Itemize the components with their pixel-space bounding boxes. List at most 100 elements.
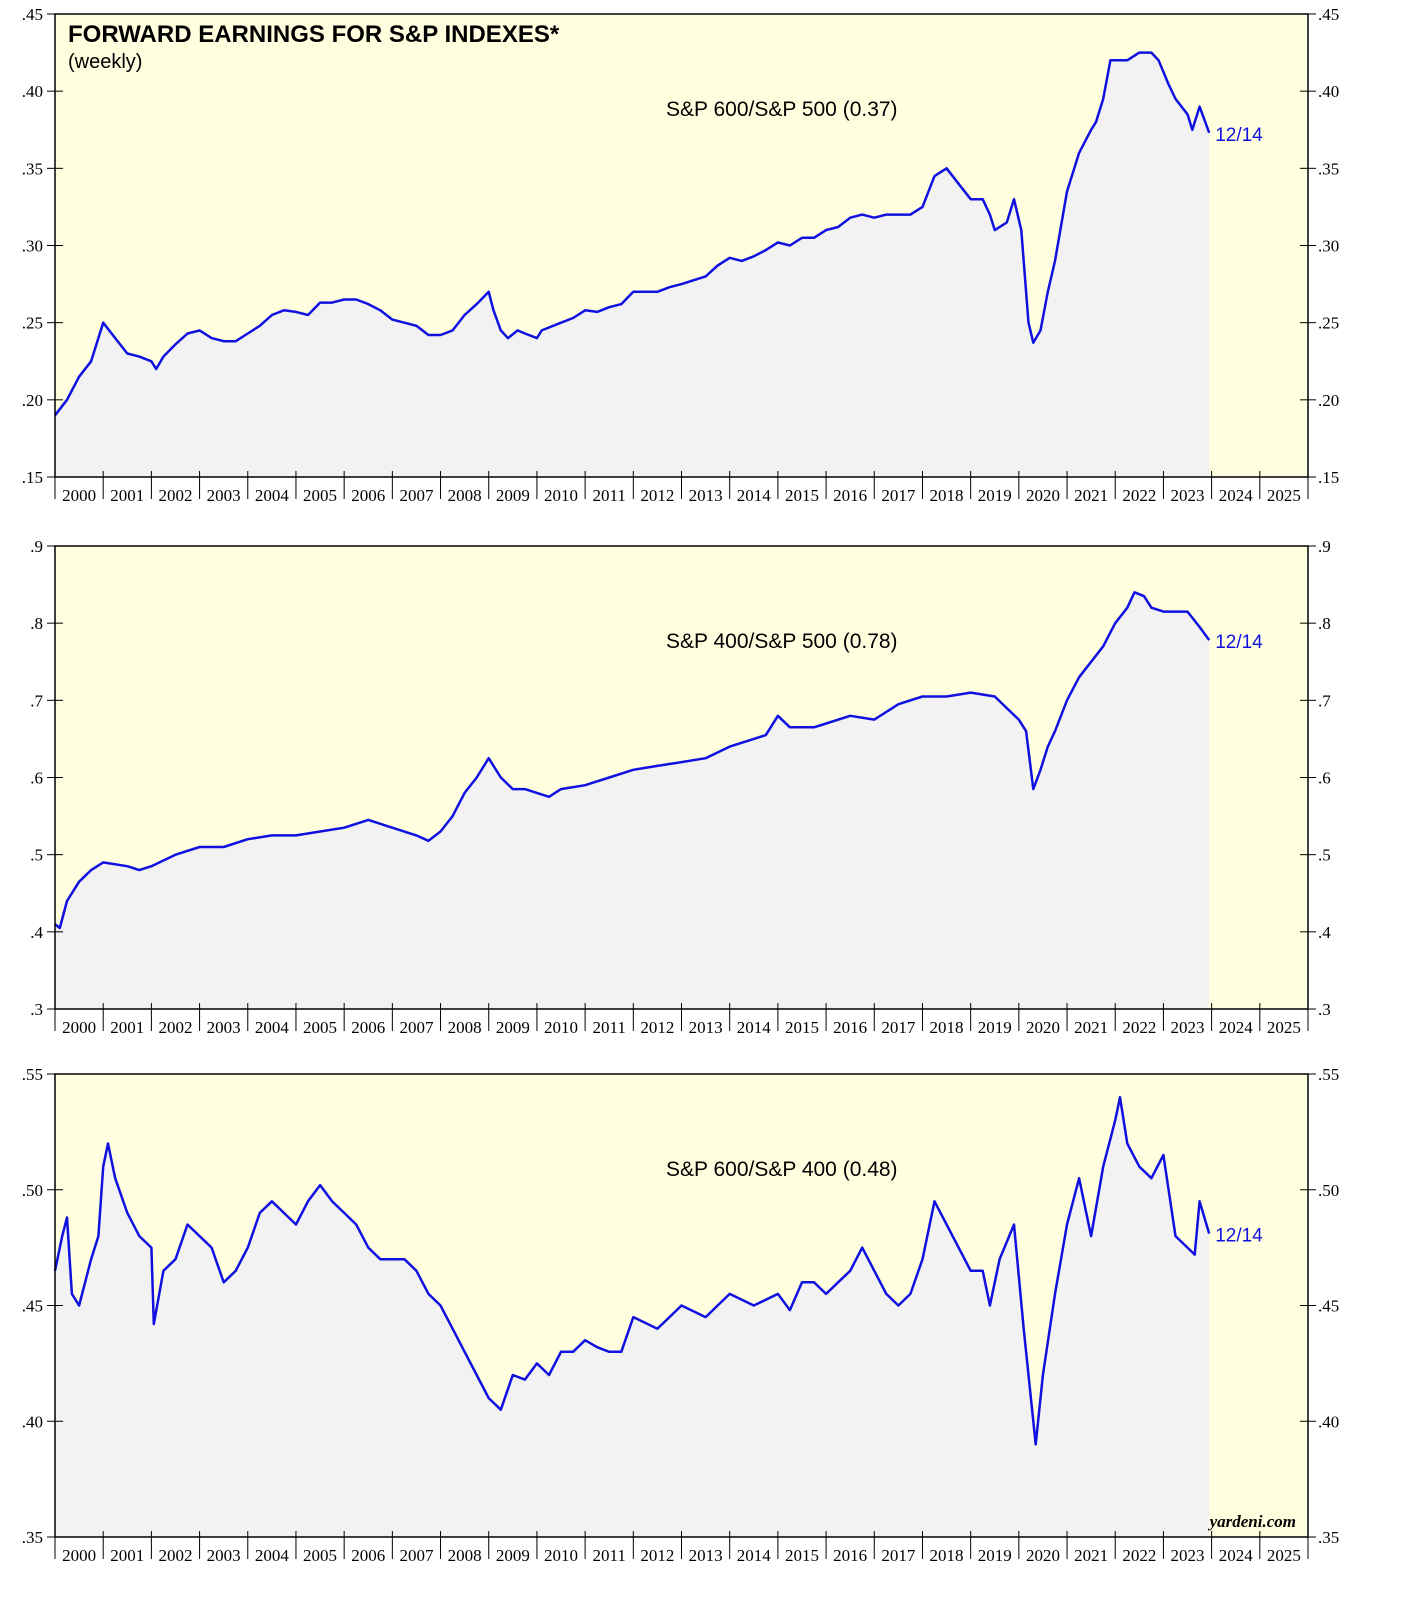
y-tick-label: .3 xyxy=(30,1000,43,1019)
x-tick-label: 2012 xyxy=(640,486,674,505)
x-tick-label: 2007 xyxy=(399,1546,434,1565)
x-tick-label: 2011 xyxy=(593,1546,626,1565)
y-tick-label-right: .3 xyxy=(1318,1000,1331,1019)
x-tick-label: 2024 xyxy=(1219,1546,1254,1565)
end-date-label: 12/14 xyxy=(1215,1226,1263,1247)
area-fill xyxy=(55,52,1210,477)
x-tick-label: 2000 xyxy=(62,1546,96,1565)
x-tick-label: 2018 xyxy=(930,1546,964,1565)
x-tick-label: 2005 xyxy=(303,1546,337,1565)
x-tick-label: 2006 xyxy=(351,1546,385,1565)
x-tick-label: 2008 xyxy=(448,486,482,505)
x-tick-label: 2013 xyxy=(689,1546,723,1565)
x-tick-label: 2008 xyxy=(448,1546,482,1565)
x-tick-label: 2014 xyxy=(737,486,772,505)
x-tick-label: 2025 xyxy=(1267,1018,1301,1037)
x-tick-label: 2021 xyxy=(1074,1546,1108,1565)
x-tick-label: 2024 xyxy=(1219,486,1254,505)
y-tick-label: .4 xyxy=(30,923,43,942)
x-tick-label: 2005 xyxy=(303,486,337,505)
x-tick-label: 2013 xyxy=(689,1018,723,1037)
series-label: S&P 600/S&P 400 (0.48) xyxy=(666,1158,898,1181)
y-tick-label-right: .15 xyxy=(1318,468,1339,487)
area-fill xyxy=(55,1097,1210,1537)
y-tick-label: .6 xyxy=(30,769,43,788)
x-tick-label: 2015 xyxy=(785,486,819,505)
y-tick-label-right: .55 xyxy=(1318,1065,1339,1084)
x-tick-label: 2014 xyxy=(737,1546,772,1565)
x-tick-label: 2003 xyxy=(207,486,241,505)
x-tick-label: 2003 xyxy=(207,1546,241,1565)
y-tick-label: .8 xyxy=(30,614,43,633)
chart-title: FORWARD EARNINGS FOR S&P INDEXES* xyxy=(68,21,560,48)
y-tick-label-right: .25 xyxy=(1318,314,1339,333)
x-tick-label: 2016 xyxy=(833,486,867,505)
y-tick-label: .15 xyxy=(22,468,43,487)
x-tick-label: 2000 xyxy=(62,486,96,505)
source-credit: yardeni.com xyxy=(1208,1512,1296,1531)
y-tick-label-right: .7 xyxy=(1318,691,1331,710)
y-tick-label-right: .20 xyxy=(1318,391,1339,410)
x-tick-label: 2018 xyxy=(930,486,964,505)
x-tick-label: 2025 xyxy=(1267,1546,1301,1565)
series-label: S&P 400/S&P 500 (0.78) xyxy=(666,630,898,653)
x-tick-label: 2020 xyxy=(1026,1546,1060,1565)
x-tick-label: 2019 xyxy=(978,1546,1012,1565)
x-tick-label: 2010 xyxy=(544,486,578,505)
x-tick-label: 2020 xyxy=(1026,1018,1060,1037)
x-tick-label: 2024 xyxy=(1219,1018,1254,1037)
series-label: S&P 600/S&P 500 (0.37) xyxy=(666,98,898,121)
x-tick-label: 2012 xyxy=(640,1018,674,1037)
y-tick-label: .35 xyxy=(22,1528,43,1547)
x-tick-label: 2002 xyxy=(158,1546,192,1565)
x-tick-label: 2016 xyxy=(833,1018,867,1037)
x-tick-label: 2009 xyxy=(496,1546,530,1565)
x-tick-label: 2017 xyxy=(881,1546,916,1565)
y-tick-label: .40 xyxy=(22,82,43,101)
y-tick-label-right: .9 xyxy=(1318,537,1331,556)
y-tick-label-right: .4 xyxy=(1318,923,1331,942)
y-tick-label-right: .5 xyxy=(1318,846,1331,865)
y-tick-label: .5 xyxy=(30,846,43,865)
x-tick-label: 2003 xyxy=(207,1018,241,1037)
y-tick-label: .35 xyxy=(22,159,43,178)
y-tick-label: .20 xyxy=(22,391,43,410)
y-tick-label: .9 xyxy=(30,537,43,556)
y-tick-label-right: .35 xyxy=(1318,1528,1339,1547)
x-tick-label: 2010 xyxy=(544,1018,578,1037)
chart-subtitle: (weekly) xyxy=(68,51,142,73)
y-tick-label-right: .40 xyxy=(1318,82,1339,101)
x-tick-label: 2009 xyxy=(496,486,530,505)
y-tick-label: .7 xyxy=(30,691,43,710)
y-tick-label: .50 xyxy=(22,1181,43,1200)
y-tick-label-right: .6 xyxy=(1318,769,1331,788)
x-tick-label: 2023 xyxy=(1171,1546,1205,1565)
x-tick-label: 2018 xyxy=(930,1018,964,1037)
x-tick-label: 2015 xyxy=(785,1546,819,1565)
x-tick-label: 2001 xyxy=(110,1546,144,1565)
y-tick-label-right: .45 xyxy=(1318,5,1339,24)
area-fill xyxy=(55,592,1210,1009)
x-tick-label: 2005 xyxy=(303,1018,337,1037)
x-tick-label: 2009 xyxy=(496,1018,530,1037)
x-tick-label: 2023 xyxy=(1171,1018,1205,1037)
line xyxy=(54,591,1211,930)
y-tick-label-right: .30 xyxy=(1318,237,1339,256)
y-tick-label: .25 xyxy=(22,314,43,333)
x-tick-label: 2025 xyxy=(1267,486,1301,505)
end-date-label: 12/14 xyxy=(1215,125,1263,146)
x-tick-label: 2008 xyxy=(448,1018,482,1037)
line xyxy=(54,51,1211,417)
x-tick-label: 2004 xyxy=(255,1018,290,1037)
y-tick-label: .30 xyxy=(22,237,43,256)
x-tick-label: 2010 xyxy=(544,1546,578,1565)
x-tick-label: 2015 xyxy=(785,1018,819,1037)
x-tick-label: 2007 xyxy=(399,486,434,505)
y-tick-label: .55 xyxy=(22,1065,43,1084)
x-tick-label: 2022 xyxy=(1122,486,1156,505)
line xyxy=(53,1095,1211,1446)
x-tick-label: 2004 xyxy=(255,1546,290,1565)
x-tick-label: 2022 xyxy=(1122,1546,1156,1565)
